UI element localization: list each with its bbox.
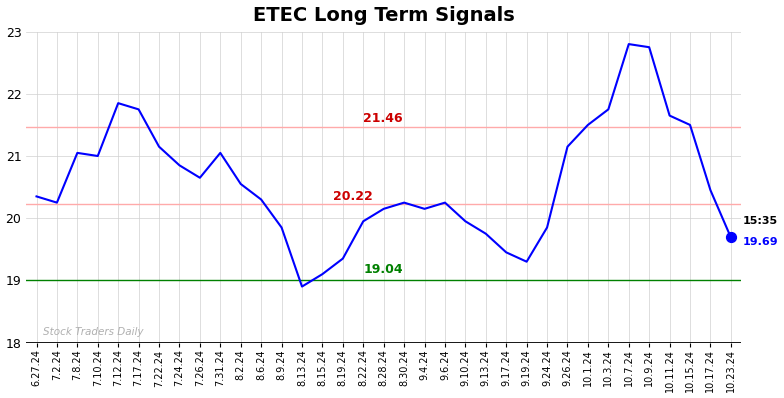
Text: 15:35: 15:35 bbox=[743, 216, 779, 226]
Title: ETEC Long Term Signals: ETEC Long Term Signals bbox=[252, 6, 514, 25]
Text: 21.46: 21.46 bbox=[363, 112, 403, 125]
Text: 19.04: 19.04 bbox=[363, 263, 403, 277]
Text: 20.22: 20.22 bbox=[332, 189, 372, 203]
Text: Stock Traders Daily: Stock Traders Daily bbox=[42, 327, 143, 337]
Text: 19.69: 19.69 bbox=[743, 237, 779, 247]
Point bbox=[724, 234, 737, 241]
